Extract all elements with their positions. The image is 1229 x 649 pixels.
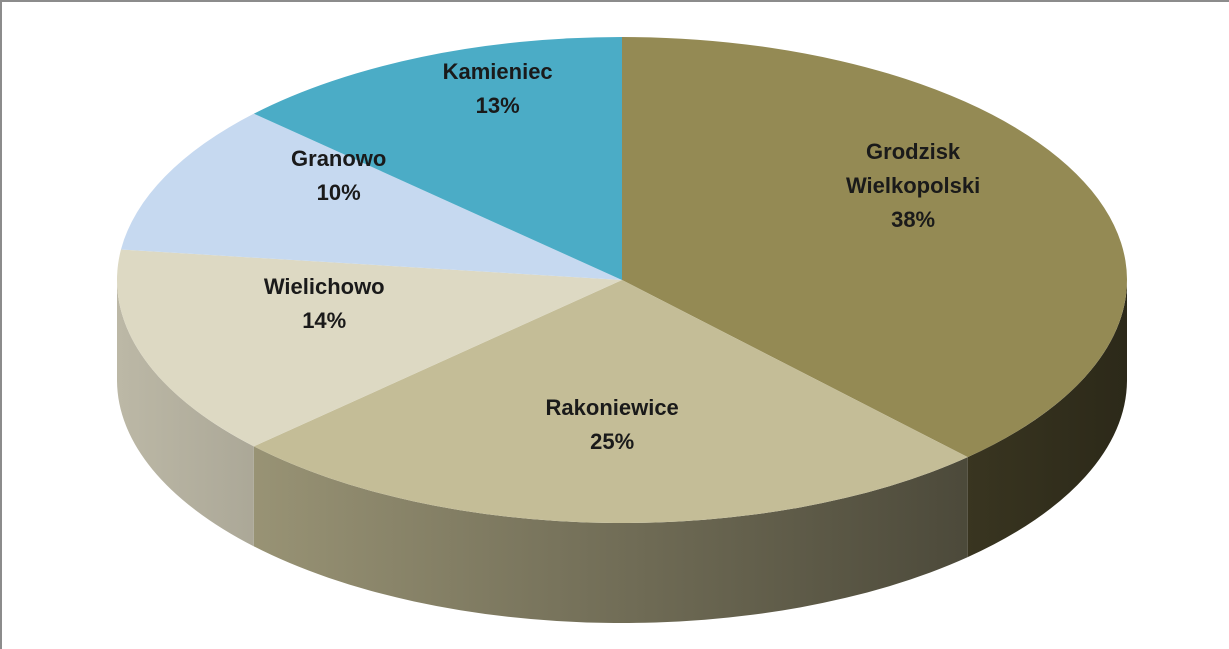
data-label: Grodzisk Wielkopolski 38% [828,135,998,237]
category-label: Wielichowo [263,274,385,300]
slice [253,37,622,280]
data-label: Rakoniewice 25% [546,391,679,459]
category-label: Grodzisk Wielkopolski [845,138,981,198]
data-label: Granowo 10% [291,142,386,210]
slice-side [117,280,254,547]
category-label: Kamieniec [442,59,553,85]
value-label: 38% [891,206,936,232]
value-label: 14% [302,308,347,334]
slice-side [253,446,968,623]
slice [120,113,622,280]
category-label: Rakoniewice [545,394,679,420]
value-label: 25% [590,428,635,454]
slice [253,280,968,523]
value-label: 13% [475,93,520,119]
data-label: Wielichowo 14% [264,270,385,338]
slice [622,37,1127,458]
data-label: Kamieniec 13% [443,55,553,123]
slice-side [967,280,1127,558]
category-label: Granowo [291,145,387,171]
value-label: 10% [316,179,361,205]
slice [116,249,622,447]
